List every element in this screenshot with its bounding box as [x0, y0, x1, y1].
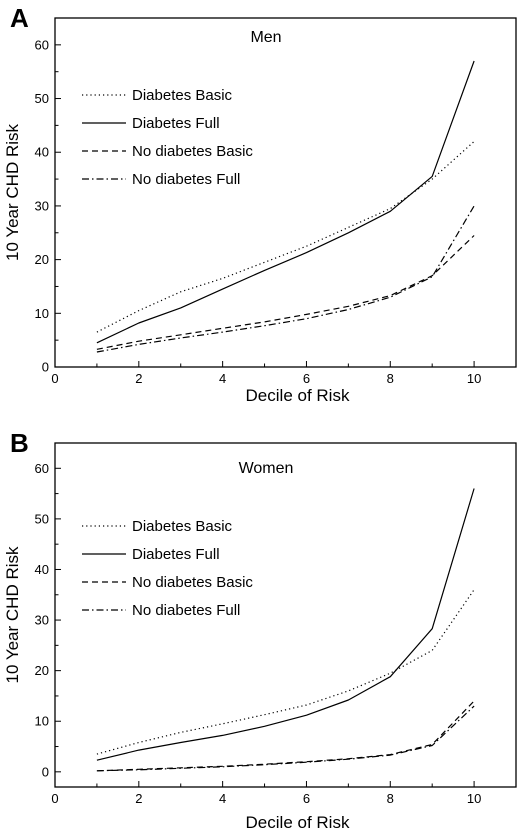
y-tick-label: 10: [35, 306, 49, 321]
y-tick-label: 60: [35, 461, 49, 476]
legend-label: No diabetes Basic: [132, 574, 253, 591]
x-tick-label: 8: [387, 791, 394, 806]
series-line-1: [96, 589, 475, 755]
y-axis-label: 10 Year CHD Risk: [3, 124, 22, 262]
x-tick-label: 4: [219, 791, 226, 806]
x-tick-label: 6: [303, 791, 310, 806]
y-tick-label: 30: [35, 198, 49, 213]
series-line-2: [96, 60, 475, 344]
y-tick-label: 40: [35, 562, 49, 577]
series-line-4: [96, 205, 475, 353]
legend-label: No diabetes Full: [132, 602, 240, 619]
y-tick-label: 20: [35, 252, 49, 267]
series-line-2: [96, 488, 475, 761]
panel-letter: A: [10, 3, 29, 33]
panel-title: Men: [250, 29, 281, 46]
x-tick-label: 0: [51, 791, 58, 806]
x-tick-label: 10: [467, 791, 481, 806]
y-tick-label: 50: [35, 91, 49, 106]
legend-label: Diabetes Full: [132, 546, 220, 563]
x-tick-label: 6: [303, 371, 310, 386]
series-line-3: [96, 700, 475, 772]
x-tick-label: 10: [467, 371, 481, 386]
x-tick-label: 8: [387, 371, 394, 386]
y-tick-label: 10: [35, 714, 49, 729]
y-tick-label: 60: [35, 37, 49, 52]
legend-label: No diabetes Basic: [132, 143, 253, 160]
plot-frame: [54, 17, 517, 368]
y-tick-label: 50: [35, 511, 49, 526]
legend-label: Diabetes Basic: [132, 518, 233, 535]
y-tick-label: 0: [42, 360, 49, 375]
x-axis-label: Decile of Risk: [246, 813, 350, 832]
y-tick-label: 40: [35, 145, 49, 160]
y-tick-label: 20: [35, 663, 49, 678]
series-line-3: [96, 235, 475, 350]
x-tick-label: 0: [51, 371, 58, 386]
x-tick-label: 4: [219, 371, 226, 386]
x-axis-label: Decile of Risk: [246, 386, 350, 405]
legend-label: Diabetes Basic: [132, 87, 233, 104]
x-tick-label: 2: [135, 791, 142, 806]
series-line-4: [96, 705, 475, 772]
plot-frame: [54, 442, 517, 788]
x-tick-label: 2: [135, 371, 142, 386]
y-tick-label: 30: [35, 613, 49, 628]
panel-letter: B: [10, 428, 29, 458]
y-tick-label: 0: [42, 764, 49, 779]
panel-title: Women: [239, 460, 294, 477]
legend-label: Diabetes Full: [132, 115, 220, 132]
legend-label: No diabetes Full: [132, 171, 240, 188]
y-axis-label: 10 Year CHD Risk: [3, 546, 22, 684]
